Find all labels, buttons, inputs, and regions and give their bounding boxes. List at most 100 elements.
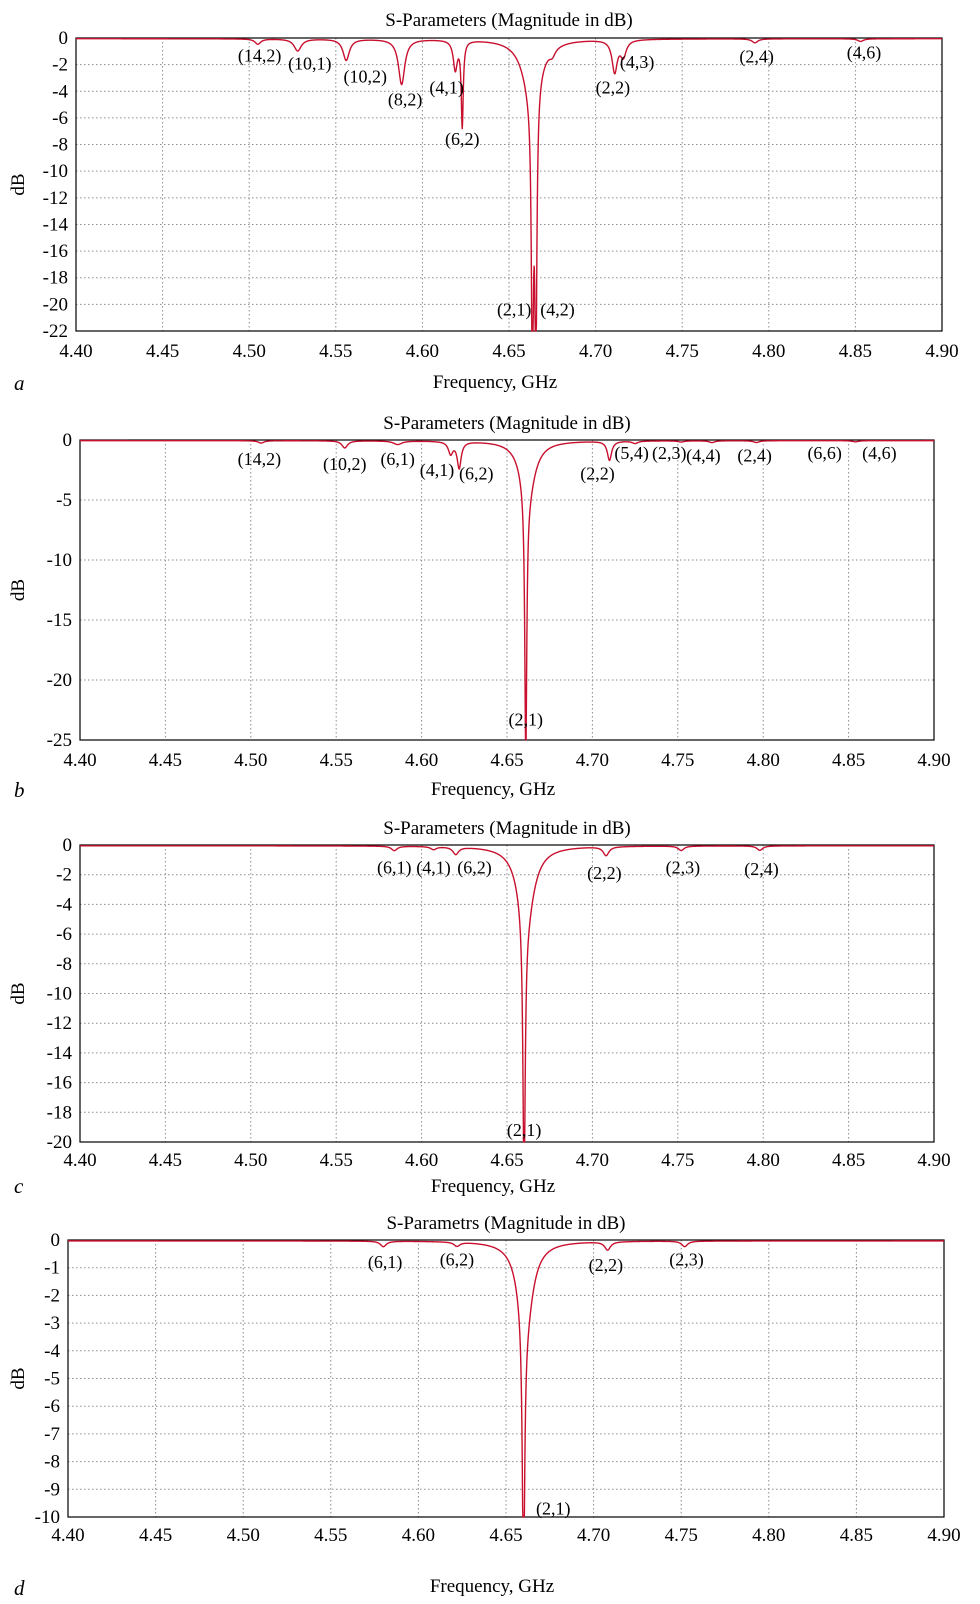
x-tick-label: 4.50: [234, 1150, 267, 1171]
mode-label: (2,1): [536, 1499, 571, 1520]
x-tick-label: 4.60: [402, 1525, 435, 1546]
plot-frame: [67, 1239, 945, 1518]
x-tick-label: 4.55: [319, 341, 352, 362]
y-tick-label: -20: [47, 670, 72, 691]
x-tick-label: 4.40: [63, 1150, 96, 1171]
y-tick-label: 0: [63, 835, 73, 856]
mode-label: (2,3): [669, 1249, 704, 1270]
x-tick-label: 4.85: [832, 1150, 865, 1171]
x-tick-label: 4.65: [492, 341, 525, 362]
x-tick-label: 4.80: [747, 750, 780, 771]
mode-label: (8,2): [388, 89, 423, 110]
chart-title: S-Parameters (Magnitude in dB): [383, 413, 630, 434]
mode-label: (6,1): [368, 1252, 403, 1273]
x-tick-label: 4.60: [406, 341, 439, 362]
mode-label: (6,2): [457, 857, 492, 878]
y-tick-label: -12: [43, 188, 68, 209]
x-tick-label: 4.75: [665, 1525, 698, 1546]
mode-label: (2,2): [587, 863, 622, 884]
mode-label: (2,2): [589, 1255, 624, 1276]
y-axis-label: dB: [8, 173, 29, 195]
plot-frame: [75, 37, 943, 332]
x-tick-label: 4.65: [490, 750, 523, 771]
mode-label: (10,2): [343, 67, 387, 88]
mode-label: (6,1): [380, 449, 415, 470]
panel-letter: a: [14, 371, 25, 395]
y-tick-label: -10: [47, 550, 72, 571]
mode-label: (2,4): [737, 446, 772, 467]
y-tick-label: -2: [52, 55, 68, 76]
x-tick-label: 4.50: [227, 1525, 260, 1546]
y-tick-label: -20: [47, 1132, 72, 1153]
y-tick-label: -7: [44, 1424, 60, 1445]
y-tick-label: -10: [43, 161, 68, 182]
x-tick-label: 4.45: [149, 1150, 182, 1171]
x-tick-label: 4.50: [233, 341, 266, 362]
x-tick-label: 4.45: [139, 1525, 172, 1546]
y-tick-label: -8: [44, 1452, 60, 1473]
x-tick-label: 4.80: [752, 341, 785, 362]
y-tick-label: -6: [56, 924, 72, 945]
mode-label: (6,6): [807, 443, 842, 464]
y-tick-label: -18: [43, 268, 68, 289]
y-tick-label: -5: [44, 1369, 60, 1390]
y-tick-label: -12: [47, 1013, 72, 1034]
mode-label: (4,1): [420, 460, 455, 481]
plot-frame: [79, 439, 935, 741]
chart-panel-d: S-Parametrs (Magnitude in dB) 4.40 4.45 4.5…: [8, 1213, 961, 1600]
y-tick-label: 0: [63, 430, 73, 451]
x-tick-label: 4.70: [579, 341, 612, 362]
s-parameter-trace: [79, 439, 935, 741]
mode-label: (14,2): [238, 449, 282, 470]
panel-letter: d: [14, 1576, 25, 1600]
y-tick-label: -18: [47, 1102, 72, 1123]
mode-label: (2,1): [507, 1120, 542, 1141]
x-tick-label: 4.55: [320, 1150, 353, 1171]
mode-label: (2,4): [744, 859, 779, 880]
x-axis-label: Frequency, GHz: [430, 1576, 554, 1597]
chart-title: S-Parametrs (Magnitude in dB): [386, 1213, 625, 1234]
x-tick-label: 4.80: [747, 1150, 780, 1171]
x-tick-label: 4.90: [925, 341, 958, 362]
x-tick-label: 4.75: [661, 750, 694, 771]
x-tick-label: 4.75: [666, 341, 699, 362]
y-tick-label: -10: [35, 1507, 60, 1528]
x-tick-label: 4.60: [405, 1150, 438, 1171]
y-tick-label: -4: [52, 81, 68, 102]
mode-label: (2,4): [739, 47, 774, 68]
x-tick-label: 4.90: [917, 750, 950, 771]
y-tick-label: -8: [52, 135, 68, 156]
y-tick-label: -5: [56, 490, 72, 511]
y-tick-label: -16: [43, 241, 68, 262]
mode-label: (14,2): [238, 45, 282, 66]
y-tick-label: -25: [47, 730, 72, 751]
x-tick-label: 4.85: [840, 1525, 873, 1546]
x-tick-label: 4.85: [832, 750, 865, 771]
mode-label: (2,2): [580, 464, 615, 485]
x-tick-label: 4.50: [234, 750, 267, 771]
x-tick-label: 4.40: [59, 341, 92, 362]
y-tick-label: -8: [56, 954, 72, 975]
y-tick-label: -22: [43, 321, 68, 342]
x-tick-label: 4.70: [576, 1150, 609, 1171]
y-tick-label: -14: [43, 214, 69, 235]
s-parameter-trace: [79, 845, 935, 1143]
mode-label: (6,2): [445, 129, 480, 150]
y-tick-label: -20: [43, 294, 68, 315]
mode-label: (4,2): [540, 300, 575, 321]
chart-title: S-Parameters (Magnitude in dB): [385, 10, 632, 31]
mode-label: (4,6): [862, 443, 897, 464]
x-tick-label: 4.40: [51, 1525, 84, 1546]
y-tick-label: -15: [47, 610, 72, 631]
x-axis-label: Frequency, GHz: [431, 779, 555, 800]
x-tick-label: 4.90: [927, 1525, 960, 1546]
y-tick-label: -2: [44, 1285, 60, 1306]
mode-label: (10,2): [323, 454, 367, 475]
y-tick-label: -4: [56, 894, 72, 915]
mode-label: (6,1): [377, 857, 412, 878]
y-axis-label: dB: [8, 982, 29, 1004]
x-tick-label: 4.40: [63, 750, 96, 771]
x-tick-label: 4.70: [577, 1525, 610, 1546]
x-tick-label: 4.85: [839, 341, 872, 362]
